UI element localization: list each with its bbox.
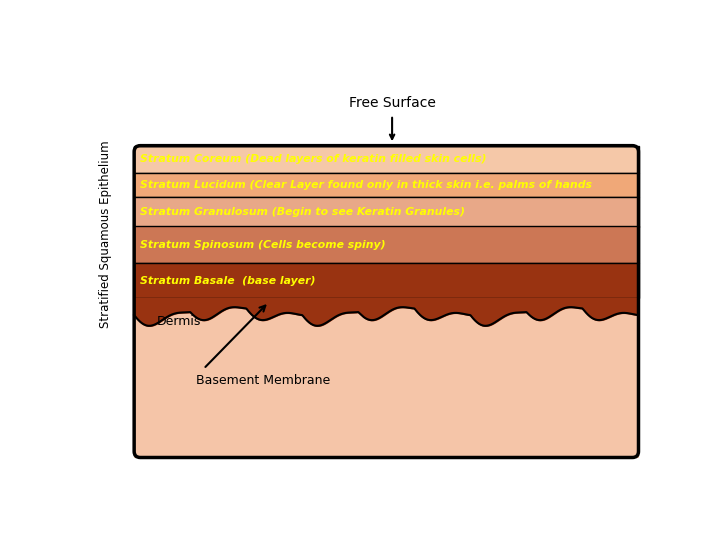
Bar — [134, 173, 639, 197]
Text: Stratum Basale  (base layer): Stratum Basale (base layer) — [140, 276, 316, 286]
Text: Dermis: Dermis — [157, 315, 202, 328]
Bar — [134, 146, 639, 173]
Bar — [134, 226, 639, 264]
Bar — [134, 264, 639, 298]
Text: Stratum Lucidum (Clear Layer found only in thick skin i.e. palms of hands: Stratum Lucidum (Clear Layer found only … — [140, 180, 593, 190]
Bar — [134, 197, 639, 226]
Text: Stratum Granulosum (Begin to see Keratin Granules): Stratum Granulosum (Begin to see Keratin… — [140, 207, 465, 217]
Text: Free Surface: Free Surface — [348, 96, 436, 110]
Text: Stratum Coreum (Dead layers of keratin filled skin cells): Stratum Coreum (Dead layers of keratin f… — [140, 154, 487, 164]
Bar — [134, 146, 639, 457]
Text: Stratum Spinosum (Cells become spiny): Stratum Spinosum (Cells become spiny) — [140, 240, 386, 250]
Text: Stratified Squamous Epithelium: Stratified Squamous Epithelium — [99, 140, 112, 328]
Text: Basement Membrane: Basement Membrane — [196, 374, 330, 387]
